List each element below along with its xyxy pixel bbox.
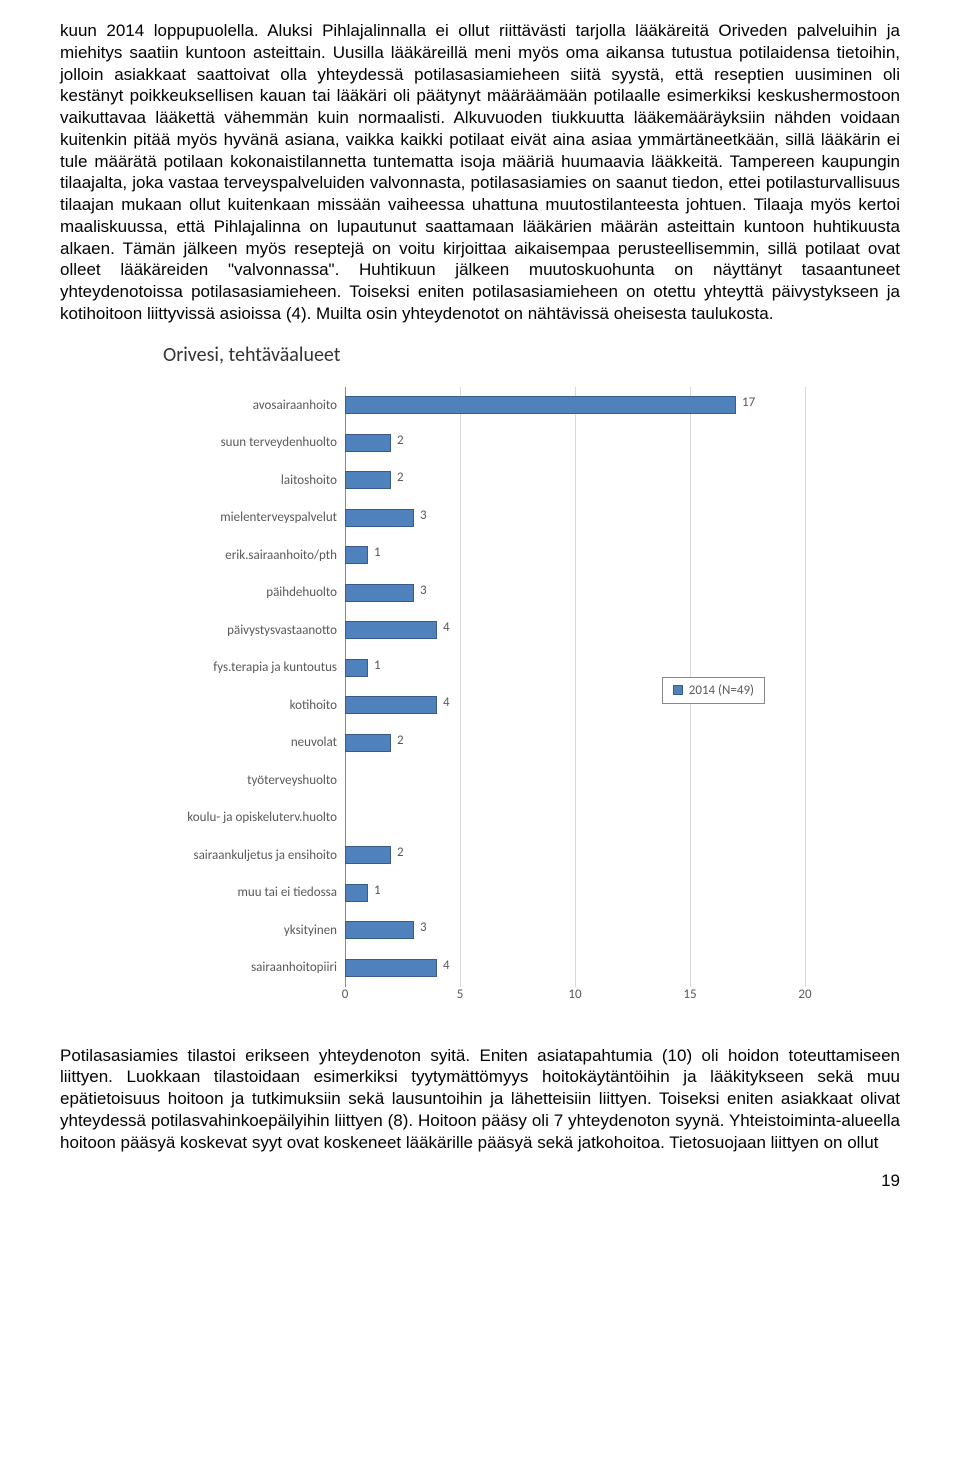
bar-chart: avosairaanhoito17suun terveydenhuolto2la… <box>155 387 805 1027</box>
chart-tick-label: 20 <box>785 987 825 1002</box>
chart-row: suun terveydenhuolto 2 <box>155 425 805 461</box>
chart-container: Orivesi, tehtäväalueet avosairaanhoito 17… <box>155 343 805 1027</box>
chart-tick-label: 15 <box>670 987 710 1002</box>
chart-value-label: 1 <box>374 883 381 898</box>
paragraph-1: kuun 2014 loppupuolella. Aluksi Pihlajal… <box>60 20 900 325</box>
chart-bar <box>345 434 391 452</box>
chart-row: työterveyshuolto <box>155 762 805 798</box>
chart-category-label: kotihoito <box>155 698 345 713</box>
chart-tick-label: 10 <box>555 987 595 1002</box>
page-number: 19 <box>60 1171 900 1191</box>
chart-bar-area <box>345 771 805 789</box>
chart-value-label: 1 <box>374 545 381 560</box>
chart-category-label: työterveyshuolto <box>155 773 345 788</box>
chart-row: päivystysvastaanotto 4 <box>155 612 805 648</box>
chart-category-label: suun terveydenhuolto <box>155 435 345 450</box>
chart-bar-area: 17 <box>345 396 805 414</box>
chart-bar <box>345 621 437 639</box>
chart-bar-area: 1 <box>345 659 805 677</box>
chart-category-label: mielenterveyspalvelut <box>155 510 345 525</box>
chart-gridline <box>805 387 806 987</box>
chart-bar-area: 1 <box>345 546 805 564</box>
chart-category-label: avosairaanhoito <box>155 398 345 413</box>
chart-value-label: 1 <box>374 658 381 673</box>
chart-value-label: 2 <box>397 845 404 860</box>
chart-category-label: sairaanhoitopiiri <box>155 960 345 975</box>
chart-bar <box>345 696 437 714</box>
chart-bar-area: 2 <box>345 734 805 752</box>
chart-bar-area: 3 <box>345 509 805 527</box>
chart-row: koulu- ja opiskeluterv.huolto <box>155 800 805 836</box>
chart-bar-area: 2 <box>345 434 805 452</box>
chart-x-axis: 05101520 <box>345 987 805 1027</box>
chart-value-label: 2 <box>397 733 404 748</box>
chart-category-label: päihdehuolto <box>155 585 345 600</box>
chart-category-label: muu tai ei tiedossa <box>155 885 345 900</box>
chart-row: sairaanhoitopiiri 4 <box>155 950 805 986</box>
chart-bar <box>345 921 414 939</box>
chart-bar <box>345 959 437 977</box>
chart-row: muu tai ei tiedossa 1 <box>155 875 805 911</box>
chart-row: avosairaanhoito 17 <box>155 387 805 423</box>
chart-bar <box>345 884 368 902</box>
chart-value-label: 17 <box>742 395 755 410</box>
chart-row: mielenterveyspalvelut 3 <box>155 500 805 536</box>
chart-category-label: sairaankuljetus ja ensihoito <box>155 848 345 863</box>
chart-bar <box>345 734 391 752</box>
legend-swatch <box>673 685 683 695</box>
chart-legend: 2014 (N=49) <box>662 677 765 704</box>
chart-bar-area: 3 <box>345 921 805 939</box>
chart-category-label: fys.terapia ja kuntoutus <box>155 660 345 675</box>
chart-bar-area <box>345 809 805 827</box>
chart-value-label: 2 <box>397 433 404 448</box>
chart-value-label: 2 <box>397 470 404 485</box>
chart-bar <box>345 509 414 527</box>
chart-category-label: erik.sairaanhoito/pth <box>155 548 345 563</box>
chart-row: neuvolat 2 <box>155 725 805 761</box>
chart-tick-label: 0 <box>325 987 365 1002</box>
chart-value-label: 3 <box>420 508 427 523</box>
chart-value-label: 4 <box>443 958 450 973</box>
chart-bar <box>345 471 391 489</box>
chart-bar <box>345 584 414 602</box>
chart-bar-area: 2 <box>345 846 805 864</box>
chart-category-label: neuvolat <box>155 735 345 750</box>
chart-row: päihdehuolto 3 <box>155 575 805 611</box>
chart-bar <box>345 659 368 677</box>
chart-title: Orivesi, tehtäväalueet <box>163 343 805 367</box>
chart-bar-area: 4 <box>345 959 805 977</box>
chart-value-label: 3 <box>420 920 427 935</box>
chart-category-label: yksityinen <box>155 923 345 938</box>
chart-category-label: päivystysvastaanotto <box>155 623 345 638</box>
chart-row: sairaankuljetus ja ensihoito 2 <box>155 837 805 873</box>
chart-value-label: 4 <box>443 620 450 635</box>
chart-tick-label: 5 <box>440 987 480 1002</box>
chart-category-label: koulu- ja opiskeluterv.huolto <box>155 810 345 825</box>
chart-bar-area: 2 <box>345 471 805 489</box>
chart-bar <box>345 396 736 414</box>
chart-bar-area: 3 <box>345 584 805 602</box>
chart-bar <box>345 846 391 864</box>
chart-row: yksityinen 3 <box>155 912 805 948</box>
legend-label: 2014 (N=49) <box>689 683 754 698</box>
chart-row: erik.sairaanhoito/pth 1 <box>155 537 805 573</box>
chart-value-label: 3 <box>420 583 427 598</box>
chart-row: laitoshoito 2 <box>155 462 805 498</box>
chart-bar-area: 4 <box>345 621 805 639</box>
paragraph-2: Potilasasiamies tilastoi erikseen yhteyd… <box>60 1045 900 1154</box>
chart-category-label: laitoshoito <box>155 473 345 488</box>
chart-bar-area: 1 <box>345 884 805 902</box>
chart-bar <box>345 546 368 564</box>
chart-value-label: 4 <box>443 695 450 710</box>
